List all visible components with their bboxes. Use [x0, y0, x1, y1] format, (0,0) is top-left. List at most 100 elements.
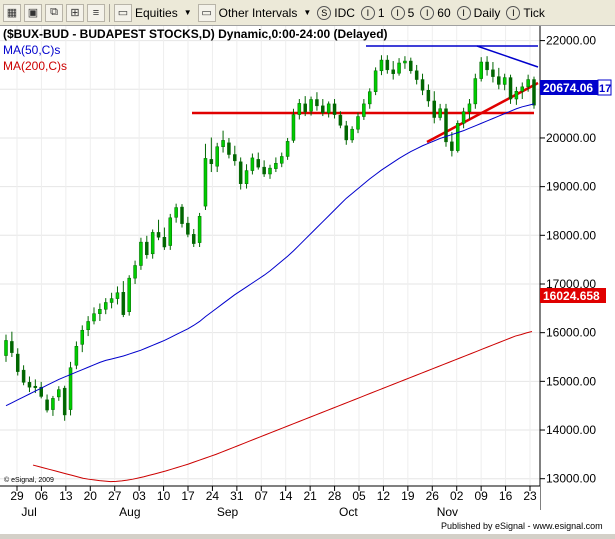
x-tick-label: 24	[206, 489, 220, 503]
x-tick-label: 16	[499, 489, 513, 503]
candle-body	[133, 265, 137, 279]
candle-body	[444, 108, 448, 143]
x-tick-label: 19	[401, 489, 415, 503]
price-chart[interactable]: ($BUX-BUD - BUDAPEST STOCKS,D) Dynamic,0…	[0, 26, 615, 534]
interval-60-button[interactable]: I 60	[420, 4, 451, 22]
candle-body	[497, 76, 501, 85]
i-circle-icon: I	[390, 5, 405, 20]
y-tick-label: 16000.00	[546, 326, 596, 340]
candle-body	[68, 367, 73, 410]
candle-body	[21, 369, 26, 383]
candle-body	[297, 103, 302, 115]
grid-lines	[0, 26, 540, 486]
ma200-value-label: 16024.658	[543, 289, 600, 303]
candle-body	[209, 159, 214, 165]
last-price-box	[540, 80, 598, 95]
x-tick-label: 27	[108, 489, 122, 503]
candle-body	[262, 166, 266, 175]
ma200-line	[32, 330, 533, 483]
candle-body	[74, 346, 79, 366]
interval-tick-label: Tick	[523, 5, 545, 20]
candle-body	[221, 140, 225, 147]
x-tick-label: 10	[157, 489, 171, 503]
x-month-label: Nov	[437, 505, 458, 519]
y-tick-label: 17000.00	[546, 277, 596, 291]
intervals-dropdown[interactable]: ▭ Other Intervals ▼	[196, 3, 311, 22]
s-circle-icon: S	[317, 5, 332, 20]
i-circle-icon: I	[420, 5, 435, 20]
candle-body	[274, 163, 278, 169]
candle-body	[514, 90, 519, 100]
candle-body	[186, 222, 190, 235]
x-tick-label: 23	[523, 489, 537, 503]
candle-body	[168, 217, 173, 246]
insert-icon[interactable]: ⊞	[66, 3, 84, 22]
last-price-suffix: 17	[599, 83, 611, 95]
x-tick-label: 09	[474, 489, 488, 503]
candle-body	[420, 79, 425, 91]
x-tick-label: 07	[255, 489, 269, 503]
candle-body	[227, 142, 231, 155]
x-tick-label: 03	[132, 489, 146, 503]
candle-body	[203, 158, 208, 207]
x-tick-label: 13	[59, 489, 73, 503]
y-axis-ticks: 22000.0021000.0020000.0019000.0018000.00…	[540, 34, 596, 486]
x-axis-panel	[0, 486, 540, 534]
x-tick-label: 21	[303, 489, 317, 503]
candle-body	[4, 340, 8, 356]
publisher-credit: Published by eSignal - www.esignal.com	[441, 521, 603, 531]
candle-body	[373, 70, 378, 92]
folder-icon: ▭	[197, 3, 216, 22]
candle-body	[326, 103, 331, 113]
candle-body	[115, 292, 120, 299]
candle-body	[414, 70, 419, 80]
interval-60-label: 60	[437, 5, 451, 20]
x-tick-label: 26	[426, 489, 440, 503]
new-window-icon[interactable]: ▣	[24, 3, 42, 22]
candle-body	[438, 108, 442, 118]
candle-body	[491, 69, 495, 77]
interval-daily-button[interactable]: I Daily	[456, 4, 500, 22]
copy-icon[interactable]: ⧉	[45, 3, 63, 22]
candle-body	[98, 309, 102, 314]
y-tick-label: 13000.00	[546, 472, 596, 486]
chart-icon[interactable]: ▦	[3, 3, 21, 22]
copyright-note: © eSignal, 2009	[4, 476, 54, 484]
interval-1-button[interactable]: I 1	[360, 4, 385, 22]
candle-body	[15, 353, 20, 372]
idc-button[interactable]: S IDC	[317, 4, 355, 22]
last-price-label: 20674.06	[543, 81, 593, 95]
candle-body	[391, 69, 395, 74]
candle-body	[244, 170, 249, 184]
equities-label: Equities	[135, 5, 178, 20]
descending-trendline[interactable]	[476, 45, 539, 68]
interval-5-button[interactable]: I 5	[390, 4, 414, 22]
interval-tick-button[interactable]: I Tick	[506, 4, 545, 22]
equities-dropdown[interactable]: ▭ Equities ▼	[114, 3, 192, 22]
x-tick-label: 31	[230, 489, 244, 503]
candle-body	[338, 114, 343, 126]
candle-body	[256, 159, 261, 168]
candle-body	[367, 91, 372, 105]
candle-body	[57, 389, 61, 398]
candle-body	[103, 302, 108, 310]
candle-body	[86, 321, 90, 330]
candle-body	[385, 59, 390, 71]
y-tick-label: 19000.00	[546, 180, 596, 194]
candle-body	[109, 298, 114, 303]
properties-icon[interactable]: ≡	[87, 3, 105, 22]
y-tick-label: 18000.00	[546, 228, 596, 242]
candle-body	[502, 77, 507, 85]
candle-body	[27, 382, 32, 388]
x-month-label: Sep	[217, 505, 239, 519]
candle-body	[473, 78, 478, 105]
candle-body	[356, 116, 360, 130]
candle-body	[291, 114, 296, 141]
candlesticks	[4, 55, 536, 421]
candle-body	[197, 216, 202, 243]
candle-body	[344, 125, 349, 141]
candle-body	[309, 99, 313, 112]
candle-body	[45, 399, 49, 411]
toolbar-divider	[109, 3, 110, 22]
candle-body	[350, 128, 354, 141]
